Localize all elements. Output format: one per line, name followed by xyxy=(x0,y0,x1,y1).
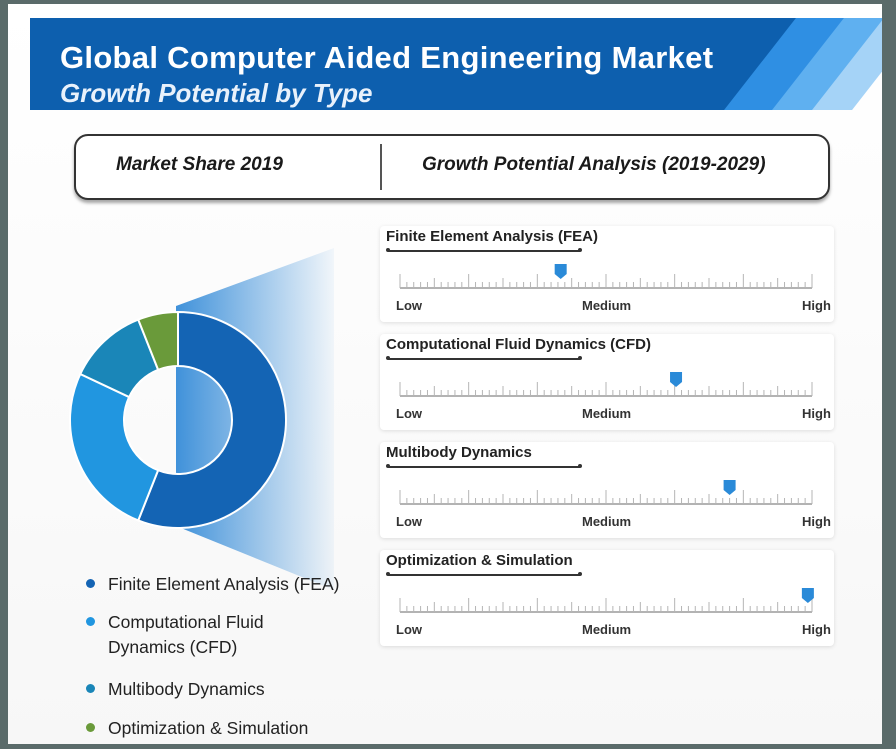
donut-slice-cfd xyxy=(69,372,160,522)
gauge-underline xyxy=(386,572,582,576)
gauge-marker xyxy=(670,372,683,387)
legend-dot-cfd xyxy=(86,617,95,626)
gauge-title-multibody: Multibody Dynamics xyxy=(386,444,532,461)
scale-low: Low xyxy=(396,298,422,313)
gauge-marker xyxy=(723,480,736,495)
legend-label-cfd-line2: Dynamics (CFD) xyxy=(108,637,238,657)
tab-growth-potential: Growth Potential Analysis (2019-2029) xyxy=(422,154,766,175)
market-share-donut-chart xyxy=(69,248,334,590)
scale-medium: Medium xyxy=(582,298,632,313)
tab-market-share: Market Share 2019 xyxy=(116,154,283,175)
scale-medium: Medium xyxy=(582,406,632,421)
page-title: Global Computer Aided Engineering Market xyxy=(60,40,714,75)
gauge-marker xyxy=(801,588,814,603)
scale-medium: Medium xyxy=(582,514,632,529)
scale-high: High xyxy=(802,298,831,313)
scale-high: High xyxy=(802,514,831,529)
legend-label-fea: Finite Element Analysis (FEA) xyxy=(108,574,340,594)
header-banner: Global Computer Aided Engineering Market… xyxy=(30,18,830,110)
gauge-multibody: Multibody Dynamics Low Medium High xyxy=(380,442,834,538)
gauge-title-optimization: Optimization & Simulation xyxy=(386,552,573,569)
scale-high: High xyxy=(802,622,831,637)
gauge-scale-multibody xyxy=(399,480,813,505)
gauge-optimization: Optimization & Simulation Low Medium Hig… xyxy=(380,550,834,646)
donut-slice-optimization xyxy=(136,310,179,372)
scale-medium: Medium xyxy=(582,622,632,637)
gauge-underline xyxy=(386,248,582,252)
gauge-scale-fea xyxy=(399,264,813,289)
legend-label-cfd-line1: Computational Fluid xyxy=(108,612,264,632)
legend-dot-multibody xyxy=(86,684,95,693)
gauge-title-fea: Finite Element Analysis (FEA) xyxy=(386,228,598,245)
scale-low: Low xyxy=(396,514,422,529)
gauge-underline xyxy=(386,356,582,360)
gauge-title-cfd: Computational Fluid Dynamics (CFD) xyxy=(386,336,652,353)
gauge-underline xyxy=(386,464,582,468)
gauge-fea: Finite Element Analysis (FEA) Low Medium… xyxy=(380,226,834,322)
gauge-scale-cfd xyxy=(399,372,813,397)
legend-label-multibody: Multibody Dynamics xyxy=(108,679,265,699)
gauge-scale-optimization xyxy=(399,588,814,613)
gauge-cfd: Computational Fluid Dynamics (CFD) Low M… xyxy=(380,334,834,430)
section-tabs: Market Share 2019 Growth Potential Analy… xyxy=(74,134,830,200)
legend-dot-optimization xyxy=(86,723,95,732)
infographic-frame: Global Computer Aided Engineering Market… xyxy=(8,4,882,744)
scale-low: Low xyxy=(396,622,422,637)
scale-low: Low xyxy=(396,406,422,421)
donut-slice-fea xyxy=(136,310,287,529)
scale-high: High xyxy=(802,406,831,421)
tab-divider xyxy=(380,144,382,190)
page-subtitle: Growth Potential by Type xyxy=(60,78,373,108)
legend-label-optimization: Optimization & Simulation xyxy=(108,718,309,738)
legend-dot-fea xyxy=(86,579,95,588)
gauge-marker xyxy=(554,264,567,279)
